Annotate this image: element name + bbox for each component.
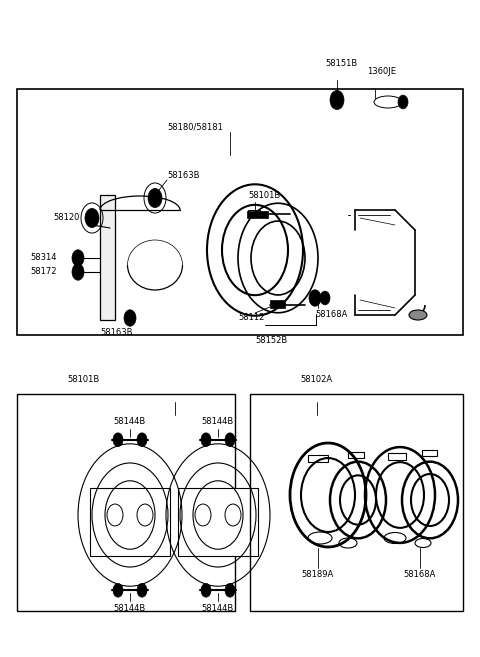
Text: 58151B: 58151B xyxy=(325,59,357,68)
Circle shape xyxy=(201,583,211,597)
Circle shape xyxy=(124,310,136,327)
Bar xyxy=(348,452,364,458)
Bar xyxy=(248,210,260,216)
Circle shape xyxy=(225,433,235,447)
Bar xyxy=(178,487,258,556)
Circle shape xyxy=(137,433,147,447)
Circle shape xyxy=(201,433,211,447)
Bar xyxy=(250,394,463,611)
Circle shape xyxy=(225,583,235,597)
Bar xyxy=(308,455,328,462)
Ellipse shape xyxy=(409,310,427,320)
Bar xyxy=(17,394,235,611)
Bar xyxy=(270,300,285,308)
Bar xyxy=(90,487,170,556)
Bar xyxy=(422,450,437,456)
Bar xyxy=(100,195,115,320)
Circle shape xyxy=(320,291,330,305)
Circle shape xyxy=(330,91,344,110)
Circle shape xyxy=(72,250,84,266)
Text: 58101B: 58101B xyxy=(68,375,100,384)
Circle shape xyxy=(113,583,123,597)
Bar xyxy=(247,211,268,218)
Circle shape xyxy=(148,189,162,208)
Text: 58144B: 58144B xyxy=(114,417,146,426)
Text: 58163B: 58163B xyxy=(100,328,132,337)
Text: 58144B: 58144B xyxy=(202,417,234,426)
Text: 58168A: 58168A xyxy=(315,310,348,319)
Text: 58152B: 58152B xyxy=(255,336,287,345)
Bar xyxy=(17,89,463,335)
Text: 58168A: 58168A xyxy=(404,570,436,579)
Circle shape xyxy=(398,95,408,109)
Bar xyxy=(388,453,406,460)
Circle shape xyxy=(137,583,147,597)
Circle shape xyxy=(85,208,99,227)
Circle shape xyxy=(113,433,123,447)
Text: 58101B: 58101B xyxy=(248,191,280,200)
Text: 58120: 58120 xyxy=(53,214,79,223)
Text: 58144B: 58144B xyxy=(114,604,146,613)
Circle shape xyxy=(309,290,321,306)
Text: 58180/58181: 58180/58181 xyxy=(167,123,223,132)
Circle shape xyxy=(72,264,84,281)
Text: 58144B: 58144B xyxy=(202,604,234,613)
Text: 58172: 58172 xyxy=(30,267,57,277)
Text: 58163B: 58163B xyxy=(167,171,200,180)
Text: 58102A: 58102A xyxy=(301,375,333,384)
Text: 58112: 58112 xyxy=(238,313,264,322)
Text: 58189A: 58189A xyxy=(302,570,334,579)
Text: 1360JE: 1360JE xyxy=(367,67,396,76)
Text: 58314: 58314 xyxy=(30,254,57,263)
